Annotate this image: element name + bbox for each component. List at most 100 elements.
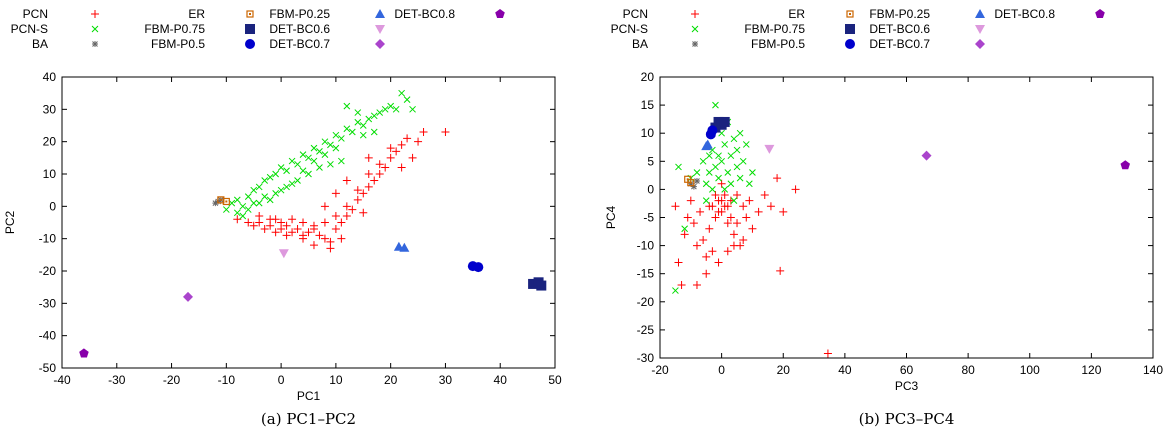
- data-point: [233, 215, 242, 224]
- data-point: [304, 228, 313, 237]
- x-tick-label: 20: [384, 373, 398, 387]
- y-tick-label: -20: [637, 295, 655, 309]
- data-point: [702, 197, 710, 204]
- data-point: [729, 241, 738, 250]
- data-point: [760, 191, 769, 200]
- data-point: [272, 170, 279, 178]
- legend-label: FBM-P0.75: [144, 22, 205, 36]
- data-point: [327, 141, 334, 149]
- data-point: [222, 206, 230, 213]
- data-point: [342, 202, 351, 211]
- data-point: [733, 146, 741, 154]
- y-tick-label: 30: [43, 102, 57, 116]
- data-point: [677, 280, 686, 289]
- x-tick-label: 120: [1081, 363, 1101, 377]
- caption-a: (a) PC1–PC2: [261, 410, 356, 428]
- data-point: [338, 157, 345, 165]
- data-point: [327, 160, 334, 168]
- data-point: [723, 219, 732, 228]
- data-point: [370, 128, 378, 136]
- data-point: [381, 163, 390, 172]
- legend-marker: [975, 9, 985, 18]
- data-point: [705, 152, 713, 160]
- y-tick-label: 20: [641, 70, 655, 84]
- data-point: [689, 219, 698, 228]
- data-point: [212, 200, 219, 207]
- data-point: [315, 231, 324, 240]
- data-point: [299, 167, 307, 175]
- legend-marker: [692, 41, 698, 47]
- data-point: [299, 234, 308, 243]
- data-point: [294, 160, 301, 168]
- data-point: [316, 164, 323, 171]
- x-tick-label: 40: [838, 363, 852, 377]
- data-point: [408, 153, 417, 162]
- legend-label: BA: [632, 37, 648, 51]
- data-point: [354, 118, 362, 126]
- legend-marker: [375, 25, 385, 34]
- legend-label: PCN: [23, 7, 48, 21]
- data-point: [376, 109, 384, 116]
- data-point: [305, 170, 312, 178]
- y-tick-label: 0: [647, 182, 654, 196]
- data-point: [375, 160, 384, 169]
- x-tick-label: -40: [53, 373, 71, 387]
- x-tick-label: 140: [1143, 363, 1163, 377]
- x-tick-label: -20: [163, 373, 181, 387]
- x-tick-label: 0: [278, 373, 285, 387]
- data-point: [717, 196, 726, 205]
- data-point: [702, 180, 710, 188]
- x-tick-label: -10: [218, 373, 236, 387]
- data-point: [712, 163, 719, 171]
- data-point: [342, 176, 351, 185]
- y-tick-label: 10: [43, 167, 57, 181]
- data-point: [331, 212, 340, 221]
- legend-label: DET-BC0.8: [994, 7, 1055, 21]
- data-point: [386, 144, 395, 153]
- data-point: [736, 174, 744, 182]
- data-point: [714, 207, 723, 216]
- legend-label: DET-BC0.6: [269, 22, 330, 36]
- legend-label: BA: [32, 37, 48, 51]
- y-tick-label: -15: [637, 267, 655, 281]
- data-point: [288, 215, 297, 224]
- data-point: [375, 170, 384, 178]
- data-point: [711, 191, 720, 200]
- data-point: [337, 234, 346, 243]
- data-point: [776, 266, 785, 275]
- x-tick-label: 30: [439, 373, 453, 387]
- data-point: [681, 225, 689, 233]
- legend-label: PCN-S: [11, 22, 48, 36]
- data-point: [528, 278, 539, 289]
- data-point: [403, 96, 411, 103]
- data-point: [321, 151, 329, 158]
- data-point: [730, 197, 738, 204]
- data-point: [739, 157, 747, 165]
- y-tick-label: -20: [39, 264, 57, 278]
- data-point: [717, 179, 726, 188]
- data-point: [736, 129, 744, 137]
- data-point: [348, 128, 356, 136]
- data-point: [715, 174, 722, 182]
- data-point: [692, 280, 701, 289]
- data-point: [343, 102, 351, 110]
- x-tick-label: 50: [548, 373, 562, 387]
- data-point: [288, 180, 296, 188]
- data-point: [370, 176, 379, 185]
- data-point: [720, 191, 729, 200]
- legend-label: PCN: [623, 7, 648, 21]
- data-point: [715, 152, 722, 160]
- x-tick-label: 10: [329, 373, 343, 387]
- data-point: [364, 182, 373, 191]
- legend-label: FBM-P0.25: [269, 7, 330, 21]
- data-point: [712, 101, 719, 109]
- data-point: [244, 218, 253, 227]
- data-point: [397, 163, 406, 172]
- data-point: [255, 199, 263, 207]
- data-point: [696, 207, 705, 216]
- data-point: [320, 234, 329, 243]
- data-point: [727, 180, 735, 188]
- scatter-marks-b: [671, 101, 1130, 358]
- data-point: [331, 189, 340, 198]
- x-tick-label: -30: [108, 373, 126, 387]
